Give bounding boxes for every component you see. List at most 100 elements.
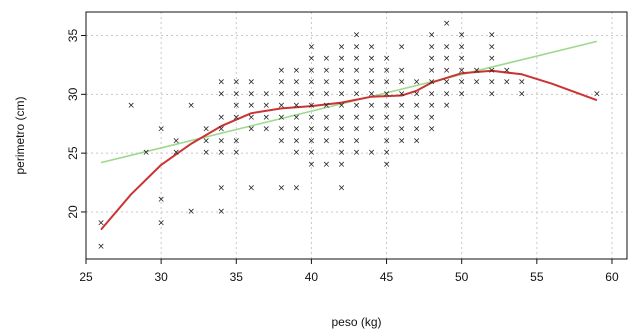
data-point: × <box>233 101 241 111</box>
x-tick-label: 60 <box>605 270 619 284</box>
data-point: × <box>323 101 331 111</box>
data-point: × <box>233 148 241 158</box>
data-point: × <box>383 78 391 88</box>
data-point: × <box>218 125 226 135</box>
plot-frame <box>85 11 628 260</box>
x-tick-label: 45 <box>380 270 394 284</box>
data-point: × <box>308 89 316 99</box>
x-tick-label: 25 <box>79 270 93 284</box>
smooth-fit-line <box>100 69 598 231</box>
data-point: × <box>293 66 301 76</box>
data-point: × <box>398 89 406 99</box>
y-tick-label: 20 <box>66 205 80 219</box>
data-point: × <box>458 66 466 76</box>
data-point: × <box>308 66 316 76</box>
data-point: × <box>97 242 105 252</box>
data-point: × <box>338 160 346 170</box>
data-point: × <box>338 136 346 146</box>
data-point: × <box>338 113 346 123</box>
data-point: × <box>488 31 496 41</box>
data-point: × <box>323 113 331 123</box>
data-point: × <box>428 42 436 52</box>
x-tick-label: 40 <box>305 270 319 284</box>
data-point: × <box>187 207 195 217</box>
data-point: × <box>473 66 481 76</box>
data-point: × <box>278 78 286 88</box>
data-point: × <box>202 125 210 135</box>
data-point: × <box>248 101 256 111</box>
data-point: × <box>458 78 466 88</box>
data-point: × <box>233 78 241 88</box>
data-point: × <box>518 78 526 88</box>
data-point: × <box>308 125 316 135</box>
data-point: × <box>368 78 376 88</box>
data-point: × <box>488 78 496 88</box>
data-point: × <box>218 207 226 217</box>
data-point: × <box>443 42 451 52</box>
data-point: × <box>233 89 241 99</box>
data-point: × <box>353 89 361 99</box>
data-point: × <box>383 101 391 111</box>
data-point: × <box>263 101 271 111</box>
data-point: × <box>308 42 316 52</box>
data-point: × <box>428 89 436 99</box>
data-point: × <box>398 125 406 135</box>
data-point: × <box>368 125 376 135</box>
x-tick-label: 55 <box>530 270 544 284</box>
data-point: × <box>443 66 451 76</box>
data-point: × <box>278 113 286 123</box>
data-point: × <box>308 136 316 146</box>
data-point: × <box>293 183 301 193</box>
data-point: × <box>398 136 406 146</box>
data-point: × <box>443 19 451 29</box>
data-point: × <box>398 113 406 123</box>
data-point: × <box>413 101 421 111</box>
data-point: × <box>172 148 180 158</box>
data-point: × <box>278 89 286 99</box>
data-point: × <box>157 125 165 135</box>
data-point: × <box>218 183 226 193</box>
data-point: × <box>413 78 421 88</box>
data-point: × <box>338 54 346 64</box>
data-point: × <box>323 78 331 88</box>
data-point: × <box>293 78 301 88</box>
data-point: × <box>353 78 361 88</box>
data-point: × <box>323 54 331 64</box>
data-point: × <box>218 136 226 146</box>
data-point: × <box>413 113 421 123</box>
data-point: × <box>233 136 241 146</box>
data-point: × <box>368 89 376 99</box>
data-point: × <box>488 54 496 64</box>
data-point: × <box>142 148 150 158</box>
data-point: × <box>353 54 361 64</box>
data-point: × <box>353 125 361 135</box>
data-point: × <box>383 148 391 158</box>
data-point: × <box>398 66 406 76</box>
data-point: × <box>458 54 466 64</box>
data-point: × <box>278 125 286 135</box>
data-point: × <box>353 101 361 111</box>
data-point: × <box>398 42 406 52</box>
data-point: × <box>518 89 526 99</box>
data-point: × <box>233 113 241 123</box>
data-point: × <box>368 148 376 158</box>
scatter-points: × × × × × × × × × × × × × × × × × × × × × × × × × × × × × × × × × × × × × × × ×… <box>97 19 600 252</box>
data-point: × <box>428 113 436 123</box>
data-point: × <box>443 54 451 64</box>
data-point: × <box>278 101 286 111</box>
data-point: × <box>293 113 301 123</box>
x-tick-label: 50 <box>455 270 469 284</box>
data-point: × <box>383 136 391 146</box>
data-point: × <box>443 89 451 99</box>
data-point: × <box>323 136 331 146</box>
data-point: × <box>308 101 316 111</box>
data-point: × <box>127 101 135 111</box>
data-point: × <box>293 148 301 158</box>
data-point: × <box>293 89 301 99</box>
data-point: × <box>338 148 346 158</box>
x-axis-label: peso (kg) <box>331 315 381 329</box>
data-point: × <box>428 78 436 88</box>
data-point: × <box>353 66 361 76</box>
data-point: × <box>428 31 436 41</box>
y-axis: 20 25 30 35 <box>66 29 86 219</box>
